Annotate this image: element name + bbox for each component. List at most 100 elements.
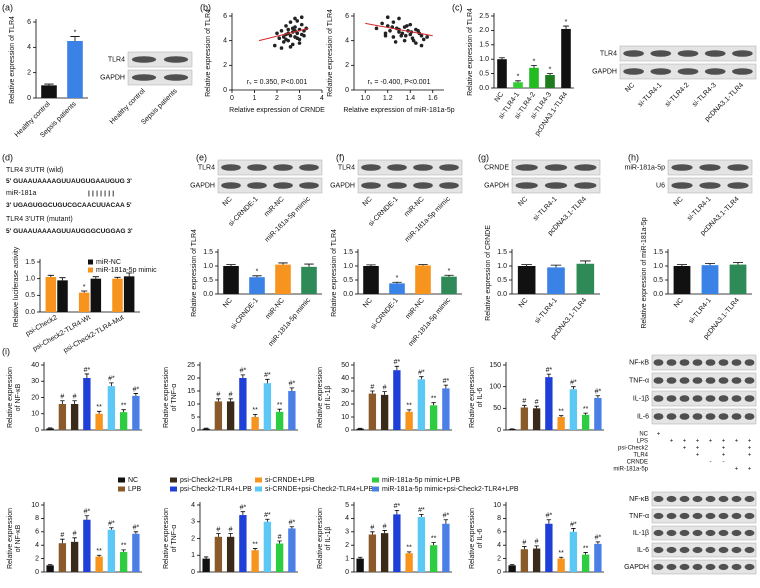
treatment-cell: +	[696, 439, 700, 445]
error-bar	[278, 262, 288, 265]
blot-band	[692, 395, 703, 402]
blot-band	[623, 50, 644, 57]
bar	[594, 543, 602, 572]
bar	[46, 428, 54, 430]
legend-swatch	[88, 259, 93, 265]
bar	[67, 41, 83, 98]
y-tick-label: 20	[31, 394, 39, 401]
bar	[132, 533, 140, 572]
y-tick-label: 1.0	[343, 263, 353, 270]
bar	[417, 517, 426, 572]
bar-annotation: **	[96, 404, 102, 411]
fit-line	[258, 27, 309, 42]
blot-band	[515, 164, 538, 171]
blot-row-label: NF-κB	[629, 359, 649, 366]
bar-annotation: **	[121, 403, 127, 410]
bar-annotation: **	[252, 541, 258, 548]
blot-band	[718, 395, 729, 402]
blot-lane-label: NC	[362, 196, 374, 208]
y-tick-label: 2	[223, 62, 227, 69]
error-bar	[240, 511, 246, 516]
bar	[520, 407, 529, 430]
blot-strip	[651, 508, 757, 524]
blot-band	[718, 413, 729, 420]
x-tick-label: NC	[673, 297, 685, 309]
point	[397, 30, 401, 34]
bar	[417, 379, 426, 430]
y-tick-label: 50	[341, 362, 349, 369]
x-tick-label: si-TLR4-1	[534, 297, 559, 325]
y-tick-label: 1.5	[653, 249, 663, 256]
point	[288, 20, 293, 24]
treatment-label: LPS	[637, 439, 648, 445]
y-tick-label: 30	[341, 388, 349, 395]
blot-band	[705, 395, 716, 402]
blot-band	[727, 164, 749, 171]
blot-row-label: TLR4	[600, 50, 617, 57]
blot-band	[544, 164, 568, 171]
y-tick-label: 0	[497, 569, 501, 576]
y-tick-label: 0.0	[479, 85, 489, 92]
y-tick-label: 10	[31, 411, 39, 418]
error-bar	[252, 275, 262, 278]
y-axis-label: Relative expressionof TNF-α	[163, 367, 178, 428]
error-bar	[382, 391, 387, 395]
point	[411, 38, 416, 43]
blot-band	[731, 359, 742, 366]
y-tick-label: 4	[497, 542, 501, 549]
point	[405, 24, 409, 28]
bar-annotation: #	[535, 539, 539, 546]
blot-row-label: GAPDH	[624, 564, 649, 571]
error-bar	[126, 272, 133, 277]
treatment-cell: +	[735, 439, 739, 445]
bar	[356, 558, 364, 572]
legend-label: psi-Check2+LPB	[180, 477, 233, 484]
blot-band	[653, 512, 664, 520]
bar-annotation: #*	[546, 513, 553, 520]
y-tick-label: 0	[497, 427, 501, 434]
blot-band	[623, 68, 644, 75]
y-tick-label: 40	[31, 362, 39, 369]
blot-band	[744, 563, 755, 571]
bar	[275, 264, 291, 294]
blot-band	[653, 413, 664, 420]
treatment-label: psi-Check2	[618, 446, 649, 452]
blot-band	[705, 413, 716, 420]
error-bar	[114, 276, 121, 279]
error-bar	[70, 36, 80, 41]
sequence: 5' GUAAUAAAAGUUAUGUGAAUGUG 3'	[6, 178, 132, 185]
y-axis-label: Relative expression of miR-181a-5p	[641, 217, 648, 328]
error-bar	[583, 412, 588, 415]
bar-annotation: #	[229, 392, 233, 399]
fit-line	[365, 22, 433, 37]
bar	[393, 370, 401, 430]
bar-annotation: #*	[418, 370, 425, 377]
y-axis-label: Relative expressionof IL-1β	[317, 508, 332, 569]
y-tick-label: 4	[27, 44, 31, 51]
blot-strip	[357, 159, 463, 176]
y-tick-label: 1.0	[203, 263, 213, 270]
bar-annotation: #	[370, 525, 374, 532]
blot-row-label: NF-κB	[629, 496, 649, 503]
y-tick-label: 40	[341, 375, 349, 382]
blot-band	[718, 377, 729, 384]
bar-annotation: **	[277, 402, 283, 409]
bar	[368, 393, 377, 430]
treatment-cell: -	[723, 460, 725, 466]
bar	[581, 554, 590, 572]
y-axis-label: Relative expressionof IL-6	[469, 508, 484, 569]
blot-row-label: TLR4	[338, 164, 355, 171]
bar	[112, 278, 123, 312]
blot-row-label: TLR4	[198, 164, 215, 171]
bar-annotation: #*	[240, 505, 247, 512]
y-tick-label: 0.5	[203, 277, 213, 284]
blot-band	[692, 546, 703, 554]
y-tick-label: 30	[31, 378, 39, 385]
bar	[429, 405, 438, 430]
blot-band	[671, 164, 693, 171]
blot-row-label: GAPDH	[330, 182, 355, 189]
bar-annotation: **	[121, 543, 127, 550]
error-bar	[394, 509, 400, 515]
error-bar	[96, 410, 102, 414]
blot-band	[718, 495, 729, 503]
